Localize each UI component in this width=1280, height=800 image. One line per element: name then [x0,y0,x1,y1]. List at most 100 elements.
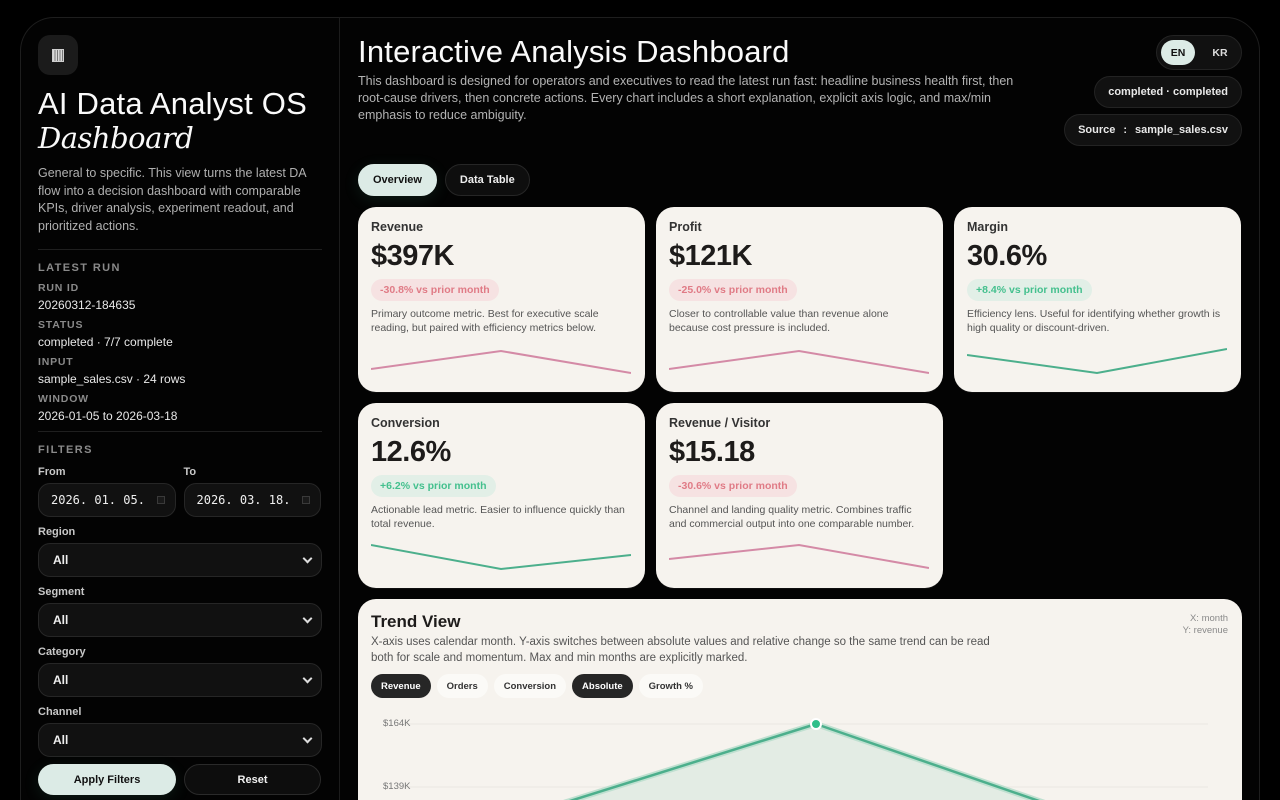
kpi-card-revenue: Revenue $397K -30.8% vs prior month Prim… [358,207,645,392]
tab-data-table[interactable]: Data Table [444,164,530,196]
kpi-delta-badge: +8.4% vs prior month [967,279,1092,301]
logo [38,35,78,75]
y-tick-max: $164K [383,718,411,729]
region-value: All [53,553,69,567]
window-value: 2026-01-05 to 2026-03-18 [38,409,178,423]
divider [38,431,322,432]
kpi-value: 12.6% [371,436,451,468]
calendar-icon[interactable] [302,496,310,504]
kpi-description: Actionable lead metric. Easier to influe… [371,504,625,530]
y-tick: $139K [383,781,411,792]
kpi-label: Profit [669,220,702,234]
chevron-down-icon [302,553,313,563]
sidebar: AI Data Analyst OS Dashboard General to … [20,17,340,800]
reset-button[interactable]: Reset [184,764,321,795]
sparkline [669,349,929,374]
header-controls: EN KR completed · completed Source : sam… [1064,35,1242,146]
kpi-card-margin: Margin 30.6% +8.4% vs prior month Effici… [954,207,1241,392]
chevron-down-icon [302,613,313,623]
kpi-label: Revenue [371,220,424,234]
filters-heading: FILTERS [38,444,93,456]
brand-subtitle: Dashboard [38,121,194,155]
run-id-label: RUN ID [38,282,79,294]
brand-title: AI Data Analyst OS [38,86,307,121]
axis-legend: X: month Y: revenue [1183,613,1228,637]
segment-select[interactable]: All [38,603,322,637]
latest-run-section: LATEST RUN RUN ID 20260312-184635 STATUS… [38,262,321,423]
category-label: Category [38,646,86,658]
kpi-card-revenue-per-visitor: Revenue / Visitor $15.18 -30.6% vs prior… [656,403,943,588]
chip-revenue[interactable]: Revenue [371,674,431,698]
kpi-delta-badge: -30.6% vs prior month [669,475,797,497]
trend-title: Trend View [371,612,461,631]
tab-overview[interactable]: Overview [358,164,437,196]
max-point-marker[interactable] [810,718,822,730]
region-select[interactable]: All [38,543,322,577]
input-value: sample_sales.csv · 24 rows [38,372,186,386]
category-select[interactable]: All [38,663,322,697]
page-title: Interactive Analysis Dashboard [358,34,790,69]
page-description: This dashboard is designed for operators… [358,74,1014,122]
source-pill: Source : sample_sales.csv [1064,114,1242,146]
sparkline [669,543,929,569]
region-label: Region [38,526,76,538]
trend-chart [400,718,1208,800]
main-content: Interactive Analysis Dashboard This dash… [358,17,1242,800]
run-status-pill: completed · completed [1094,76,1242,108]
kpi-description: Channel and landing quality metric. Comb… [669,504,915,530]
to-label: To [183,466,197,478]
to-date-input[interactable]: 2026. 03. 18. [183,483,321,517]
kpi-delta-badge: -30.8% vs prior month [371,279,499,301]
from-date-value: 2026. 01. 05. [51,493,145,507]
status-label: STATUS [38,319,84,331]
kpi-description: Efficiency lens. Useful for identifying … [967,308,1221,334]
lang-en-button[interactable]: EN [1161,40,1195,65]
lang-kr-button[interactable]: KR [1212,46,1228,59]
chip-conversion[interactable]: Conversion [493,674,567,698]
view-tabs: Overview Data Table [358,164,1242,196]
filters-section: FILTERS From 2026. 01. 05. To 2026. 03. … [38,444,322,795]
kpi-card-conversion: Conversion 12.6% +6.2% vs prior month Ac… [358,403,645,588]
from-label: From [38,466,66,478]
kpi-description: Primary outcome metric. Best for executi… [371,308,599,334]
chip-growth[interactable]: Growth % [638,674,704,698]
chip-orders[interactable]: Orders [436,674,488,698]
kpi-label: Revenue / Visitor [669,416,771,430]
apply-filters-button[interactable]: Apply Filters [38,764,176,795]
channel-label: Channel [38,706,82,718]
kpi-description: Closer to controllable value than revenu… [669,308,889,334]
kpi-value: $15.18 [669,436,755,468]
kpi-label: Conversion [371,416,440,430]
trend-view-panel: Trend View X-axis uses calendar month. Y… [358,599,1242,800]
trend-chip-row: Revenue Orders Conversion Absolute Growt… [371,674,1229,698]
y-axis-label: Y: revenue [1182,625,1228,636]
kpi-cards: Revenue $397K -30.8% vs prior month Prim… [358,207,1242,588]
latest-run-heading: LATEST RUN [38,262,121,274]
sparkline [371,349,631,374]
channel-select[interactable]: All [38,723,322,757]
kpi-delta-badge: +6.2% vs prior month [371,475,496,497]
x-axis-label: X: month [1189,613,1228,624]
segment-label: Segment [38,586,85,598]
trend-description: X-axis uses calendar month. Y-axis switc… [371,636,990,664]
chevron-down-icon [302,733,313,743]
input-label: INPUT [38,356,74,368]
sparkline [371,544,631,571]
source-value: sample_sales.csv [1135,124,1228,136]
chevron-down-icon [302,673,313,683]
kpi-delta-badge: -25.0% vs prior month [669,279,797,301]
kpi-value: $121K [669,240,752,272]
barcode-icon [52,48,64,62]
window-label: WINDOW [38,393,89,405]
kpi-card-profit: Profit $121K -25.0% vs prior month Close… [656,207,943,392]
language-toggle: EN KR [1156,35,1242,70]
sparkline [967,348,1227,375]
from-date-input[interactable]: 2026. 01. 05. [38,483,176,517]
run-id-value: 20260312-184635 [38,298,136,312]
kpi-label: Margin [967,220,1008,234]
channel-value: All [53,733,69,747]
to-date-value: 2026. 03. 18. [196,493,291,507]
chip-absolute[interactable]: Absolute [572,674,633,698]
calendar-icon[interactable] [156,496,165,504]
kpi-value: $397K [371,240,454,272]
